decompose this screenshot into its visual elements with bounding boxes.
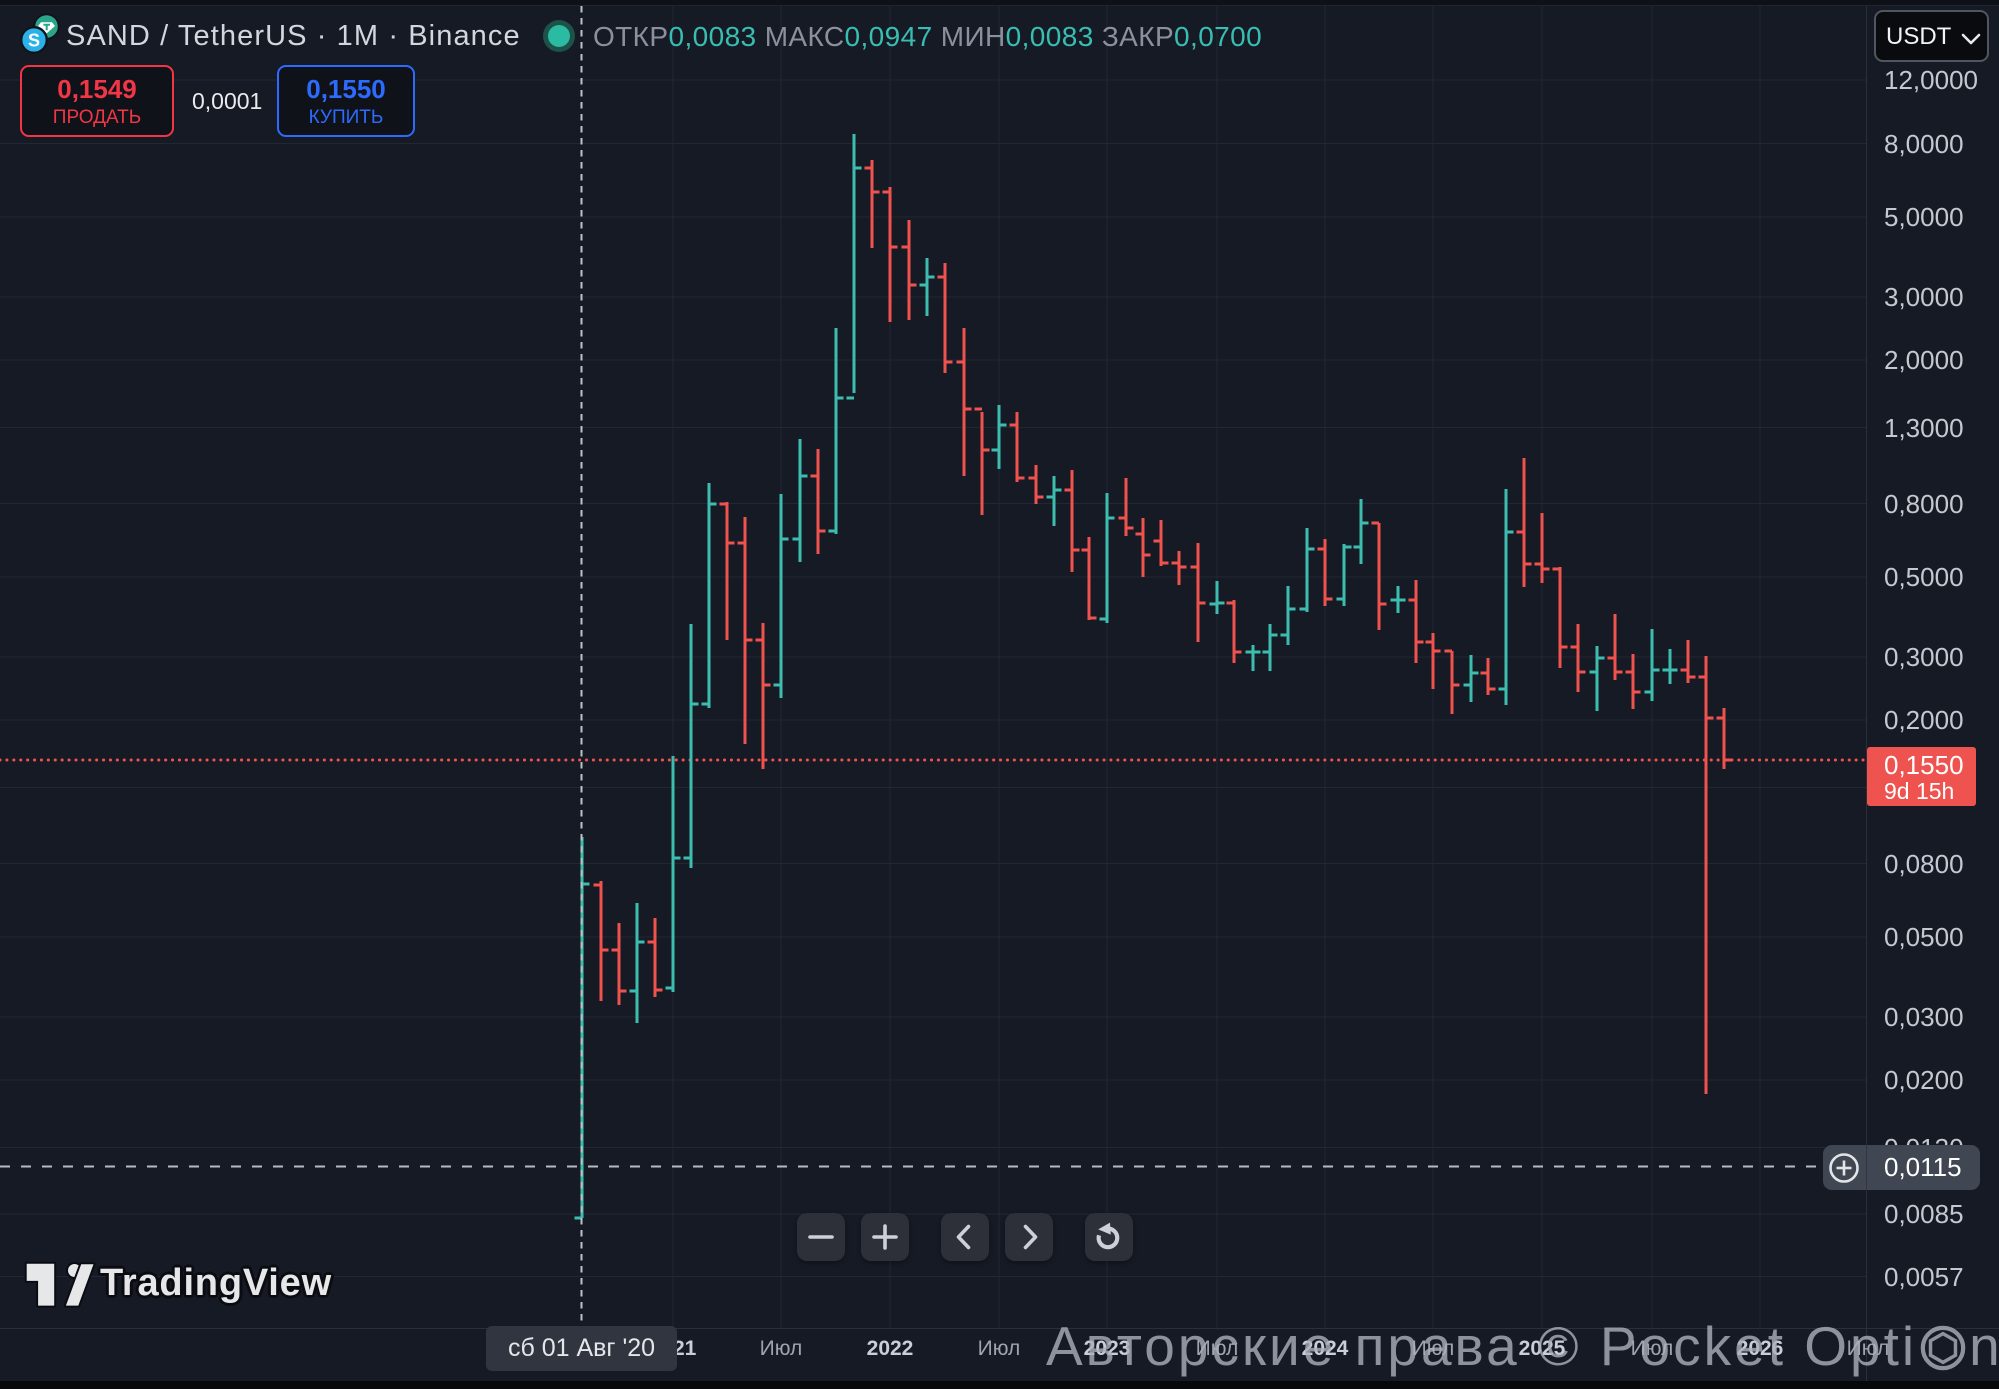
svg-text:S: S [28,31,40,51]
